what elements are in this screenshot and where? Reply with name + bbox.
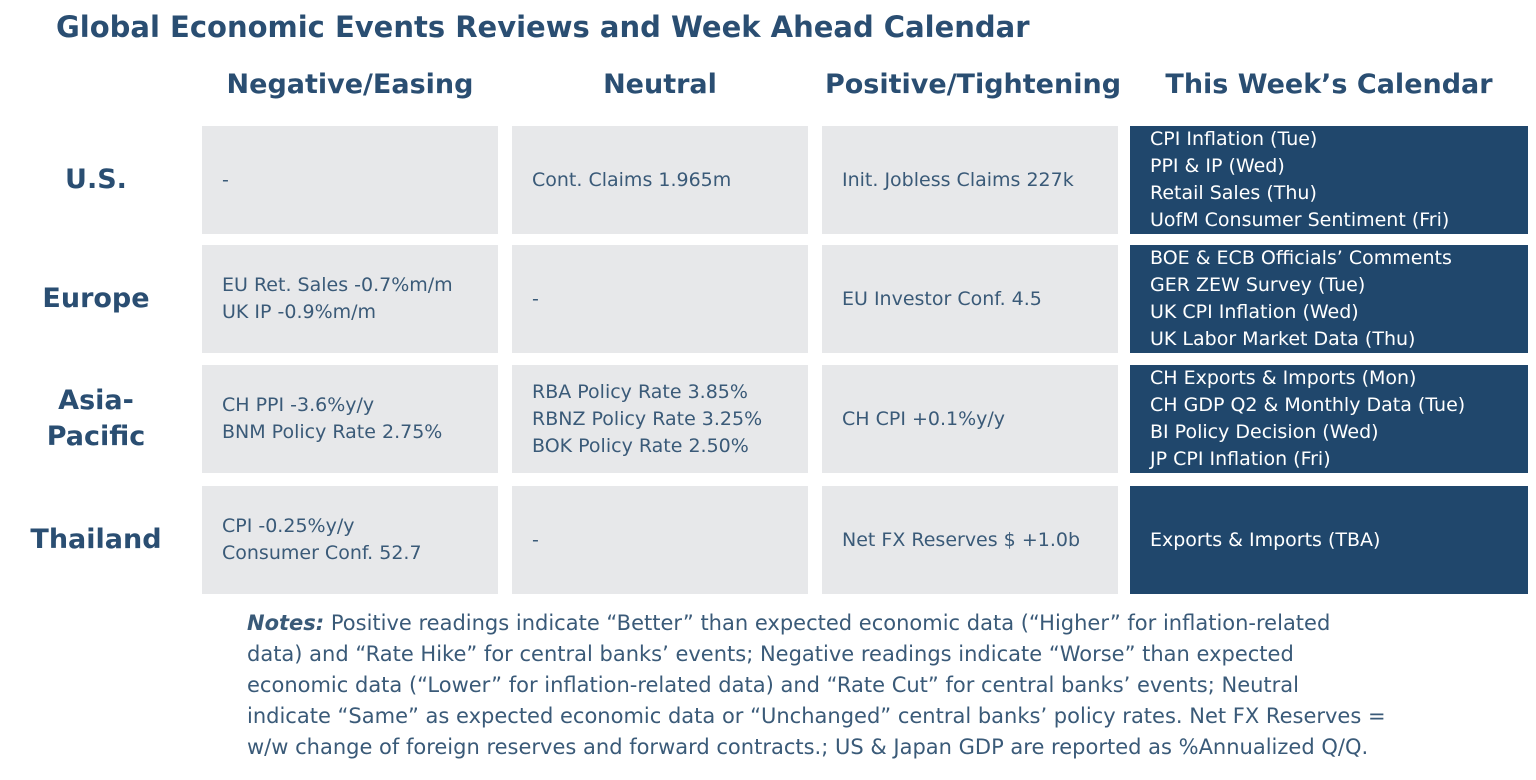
column-header-negative: Negative/Easing [226, 68, 474, 100]
row-label-line: U.S. [65, 164, 127, 195]
event-item: EU Ret. Sales -0.7%m/m [222, 274, 453, 296]
event-item: EU Investor Conf. 4.5 [842, 287, 1042, 310]
row-label-asia-pacific: Asia- Pacific [20, 365, 172, 473]
calendar-event: BOE & ECB Officials’ Comments [1150, 247, 1452, 269]
neutral-cell-europe: - [512, 245, 808, 353]
calendar-cell-asia-pacific: CH Exports & Imports (Mon) CH GDP Q2 & Mo… [1130, 365, 1528, 473]
column-header-calendar: This Week’s Calendar [1165, 68, 1493, 100]
notes-label: Notes: [247, 611, 325, 635]
event-item: Net FX Reserves $ +1.0b [842, 528, 1081, 551]
event-item: BOK Policy Rate 2.50% [532, 434, 749, 457]
calendar-event: UofM Consumer Sentiment (Fri) [1150, 209, 1450, 231]
event-item: RBNZ Policy Rate 3.25% [532, 407, 763, 430]
calendar-event: JP CPI Inflation (Fri) [1150, 448, 1331, 470]
row-label-us: U.S. [20, 126, 172, 234]
event-item: - [532, 528, 539, 551]
event-item: BNM Policy Rate 2.75% [222, 421, 443, 443]
column-header-neutral: Neutral [603, 68, 717, 100]
page-title: Global Economic Events Reviews and Week … [56, 10, 1030, 44]
positive-cell-us: Init. Jobless Claims 227k [822, 126, 1118, 234]
row-label-line: Pacific [46, 421, 146, 452]
calendar-cell-europe: BOE & ECB Officials’ Comments GER ZEW Sur… [1130, 245, 1528, 353]
notes-line: indicate “Same” as expected economic dat… [247, 704, 1386, 728]
event-item: Cont. Claims 1.965m [532, 168, 732, 191]
calendar-event: BI Policy Decision (Wed) [1150, 421, 1379, 443]
event-item: Init. Jobless Claims 227k [842, 168, 1074, 191]
notes-line: Notes: Positive readings indicate “Bette… [247, 608, 1517, 639]
calendar-event: Exports & Imports (TBA) [1150, 528, 1381, 551]
event-item: CPI -0.25%y/y [222, 515, 355, 537]
notes: Notes: Positive readings indicate “Bette… [247, 608, 1517, 763]
event-item: CH CPI +0.1%y/y [842, 407, 1006, 430]
negative-cell-europe: EU Ret. Sales -0.7%m/m UK IP -0.9%m/m [202, 245, 498, 353]
calendar-cell-thailand: Exports & Imports (TBA) [1130, 486, 1528, 594]
positive-cell-thailand: Net FX Reserves $ +1.0b [822, 486, 1118, 594]
negative-cell-us: - [202, 126, 498, 234]
column-header-positive: Positive/Tightening [824, 68, 1122, 100]
notes-line: economic data (“Lower” for inflation-rel… [247, 673, 1299, 697]
calendar-cell-us: CPI Inflation (Tue) PPI & IP (Wed) Retail … [1130, 126, 1528, 234]
row-label-europe: Europe [20, 245, 172, 353]
calendar-event: CPI Inflation (Tue) [1150, 128, 1318, 150]
event-item: CH PPI -3.6%y/y [222, 394, 375, 416]
event-item: - [222, 168, 229, 191]
positive-cell-europe: EU Investor Conf. 4.5 [822, 245, 1118, 353]
neutral-cell-us: Cont. Claims 1.965m [512, 126, 808, 234]
row-label-line: Thailand [30, 524, 162, 555]
notes-line: w/w change of foreign reserves and forwa… [247, 735, 1369, 759]
positive-cell-asia-pacific: CH CPI +0.1%y/y [822, 365, 1118, 473]
calendar-event: CH GDP Q2 & Monthly Data (Tue) [1150, 394, 1466, 416]
calendar-event: GER ZEW Survey (Tue) [1150, 274, 1366, 296]
event-item: Consumer Conf. 52.7 [222, 542, 422, 564]
event-item: UK IP -0.9%m/m [222, 301, 377, 323]
calendar-event: CH Exports & Imports (Mon) [1150, 367, 1417, 389]
event-item: RBA Policy Rate 3.85% [532, 380, 748, 403]
neutral-cell-thailand: - [512, 486, 808, 594]
notes-line: data) and “Rate Hike” for central banks’… [247, 642, 1294, 666]
calendar-event: Retail Sales (Thu) [1150, 182, 1317, 204]
event-item: - [532, 287, 539, 310]
calendar-event: UK CPI Inflation (Wed) [1150, 301, 1359, 323]
row-label-line: Europe [42, 283, 150, 314]
negative-cell-asia-pacific: CH PPI -3.6%y/y BNM Policy Rate 2.75% [202, 365, 498, 473]
negative-cell-thailand: CPI -0.25%y/y Consumer Conf. 52.7 [202, 486, 498, 594]
row-label-thailand: Thailand [20, 486, 172, 594]
calendar-event: UK Labor Market Data (Thu) [1150, 328, 1416, 350]
row-label-line: Asia- [58, 385, 134, 416]
neutral-cell-asia-pacific: RBA Policy Rate 3.85% RBNZ Policy Rate 3.… [512, 365, 808, 473]
notes-text: Positive readings indicate “Better” than… [324, 611, 1331, 635]
calendar-event: PPI & IP (Wed) [1150, 155, 1285, 177]
